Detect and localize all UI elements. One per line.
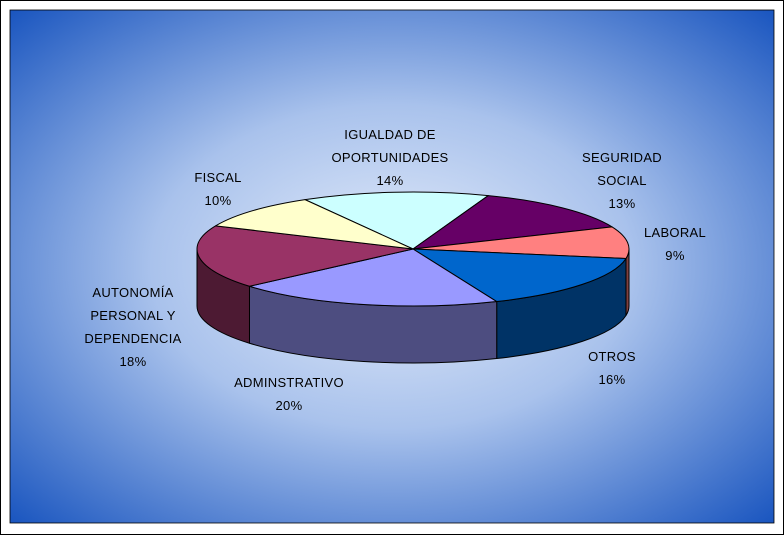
value-label: 13% [608, 196, 636, 211]
category-label: ADMINSTRATIVO [234, 375, 344, 390]
slice-label: SEGURIDAD SOCIAL 13% [575, 146, 670, 215]
slice-label: IGUALDAD DE OPORTUNIDADES 14% [320, 123, 460, 192]
pie-tops [196, 191, 630, 307]
pie-sides [196, 248, 630, 364]
category-label: AUTONOMÍA PERSONAL Y DEPENDENCIA [84, 285, 182, 346]
value-label: 16% [598, 372, 626, 387]
slice [248, 248, 498, 307]
category-label: OTROS [588, 349, 636, 364]
slice-label: OTROS 16% [567, 345, 657, 391]
slice [215, 199, 414, 250]
slice-label: LABORAL 9% [630, 221, 720, 267]
value-label: 14% [376, 173, 404, 188]
value-label: 9% [665, 248, 685, 263]
category-label: FISCAL [194, 170, 242, 185]
slice [412, 248, 627, 303]
slice-label: ADMINSTRATIVO 20% [219, 371, 359, 417]
value-label: 18% [119, 354, 147, 369]
slice [412, 195, 613, 250]
value-label: 20% [275, 398, 303, 413]
value-label: 10% [204, 193, 232, 208]
category-label: IGUALDAD DE OPORTUNIDADES [331, 127, 449, 165]
slice-label: FISCAL 10% [178, 166, 258, 212]
category-label: LABORAL [643, 225, 707, 240]
slice [196, 225, 414, 287]
slice [412, 226, 630, 260]
slice [304, 191, 489, 250]
slice-label: AUTONOMÍA PERSONAL Y DEPENDENCIA 18% [71, 281, 196, 373]
category-label: SEGURIDAD SOCIAL [582, 150, 662, 188]
